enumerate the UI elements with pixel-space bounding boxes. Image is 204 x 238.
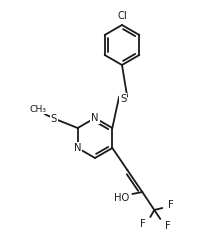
Text: F: F: [165, 221, 171, 231]
Text: CH₃: CH₃: [29, 104, 46, 114]
Text: Cl: Cl: [117, 11, 127, 21]
Text: F: F: [169, 200, 174, 210]
Text: S: S: [51, 114, 57, 124]
Text: N: N: [74, 143, 81, 153]
Text: N: N: [91, 113, 99, 123]
Text: S: S: [120, 94, 126, 104]
Text: F: F: [140, 219, 146, 229]
Text: HO: HO: [114, 193, 129, 203]
